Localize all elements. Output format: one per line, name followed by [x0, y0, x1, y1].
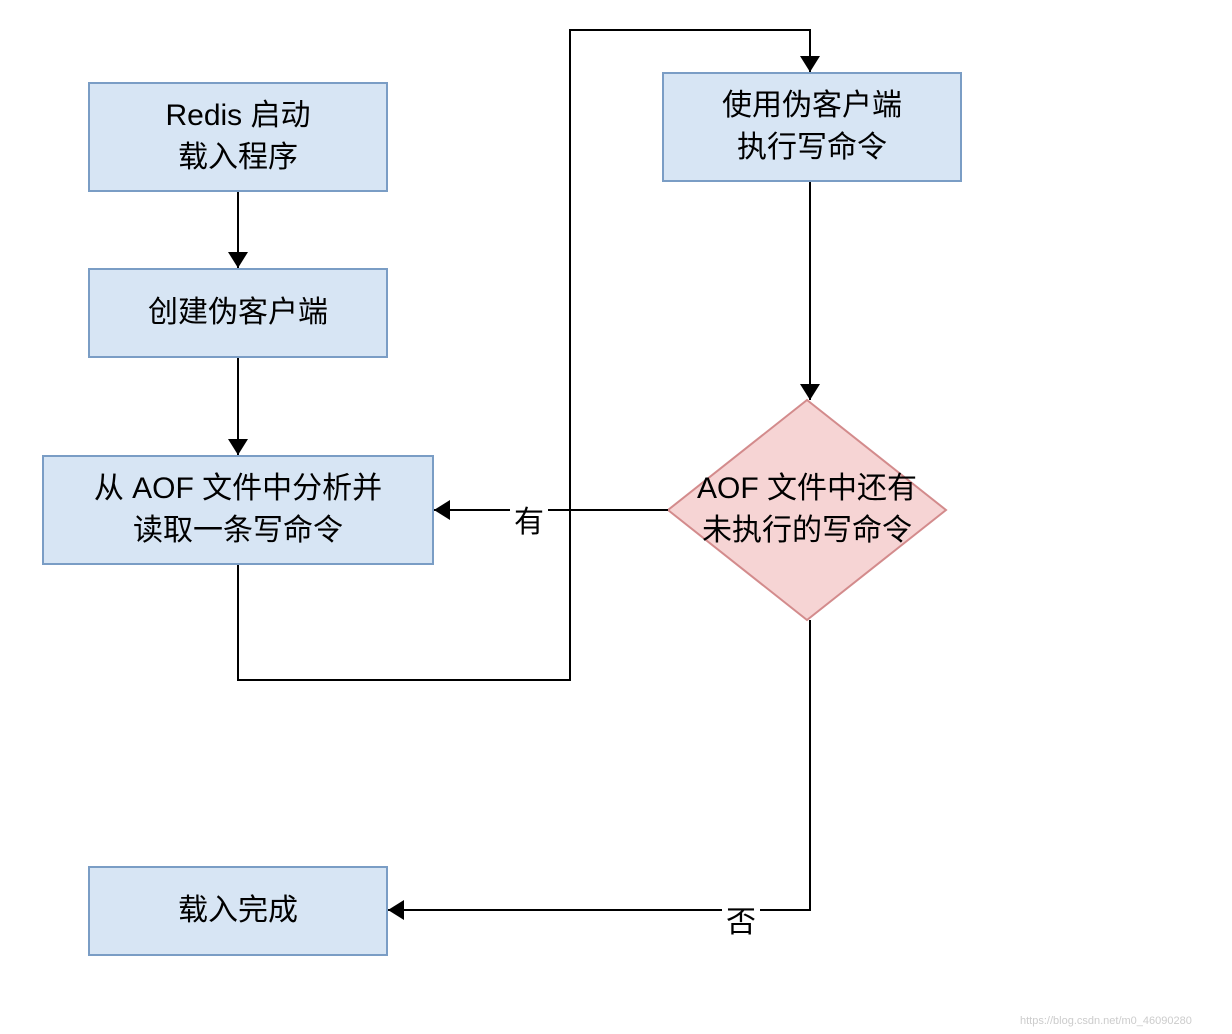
node-redis-start: Redis 启动 载入程序 — [88, 82, 388, 192]
node-label-line2: 执行写命令 — [722, 127, 902, 169]
node-label-line2: 载入程序 — [165, 137, 310, 179]
node-label-line1: Redis 启动 — [165, 95, 310, 137]
edge-label-no: 否 — [722, 895, 760, 943]
node-label-line1: 从 AOF 文件中分析并 — [94, 468, 382, 510]
node-label-line1: 创建伪客户端 — [148, 292, 328, 334]
node-load-complete: 载入完成 — [88, 866, 388, 956]
node-decision-more-commands: AOF 文件中还有 未执行的写命令 — [668, 400, 946, 620]
diamond-label: AOF 文件中还有 未执行的写命令 — [668, 400, 946, 620]
node-label-line1: 载入完成 — [178, 890, 298, 932]
node-execute-command: 使用伪客户端 执行写命令 — [662, 72, 962, 182]
node-read-aof-command: 从 AOF 文件中分析并 读取一条写命令 — [42, 455, 434, 565]
edge-label-yes: 有 — [510, 495, 548, 543]
node-label-line2: 未执行的写命令 — [697, 510, 917, 552]
node-label-line2: 读取一条写命令 — [94, 510, 382, 552]
watermark-text: https://blog.csdn.net/m0_46090280 — [1020, 1015, 1192, 1027]
node-create-fake-client: 创建伪客户端 — [88, 268, 388, 358]
node-label-line1: AOF 文件中还有 — [697, 468, 917, 510]
node-label-line1: 使用伪客户端 — [722, 85, 902, 127]
